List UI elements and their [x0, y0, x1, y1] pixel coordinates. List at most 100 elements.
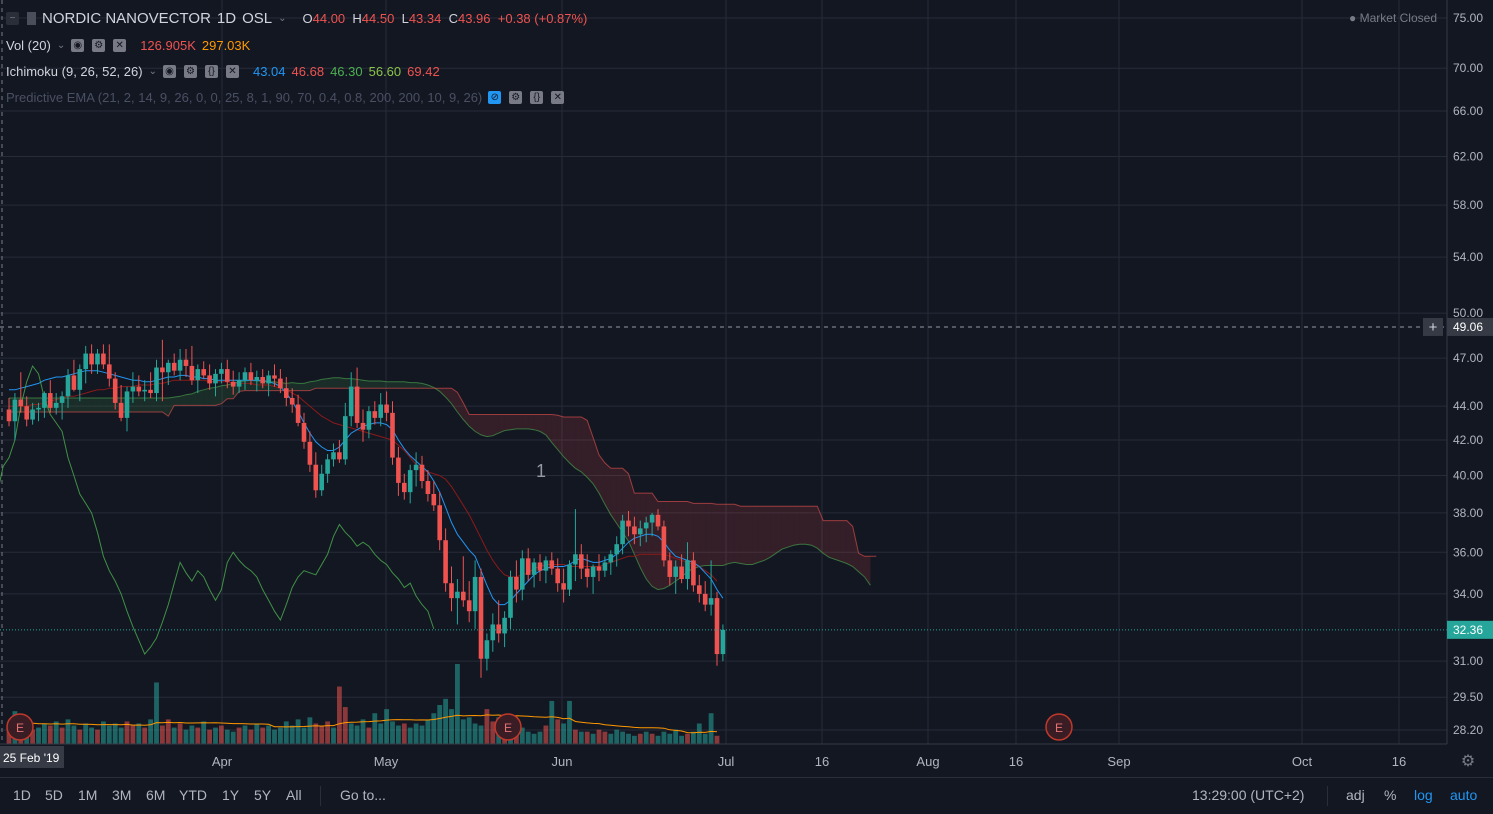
cloud-segment	[486, 414, 493, 437]
chevron-down-icon[interactable]: ⌄	[278, 13, 287, 24]
last-price-tag	[1447, 620, 1493, 639]
price-tick-label: 31.00	[1453, 654, 1483, 668]
hidden-eye-icon[interactable]: ⊘	[488, 91, 502, 104]
volume-bar	[289, 725, 295, 744]
timeframe-3m[interactable]: 3M	[112, 787, 132, 803]
candle-body	[643, 522, 649, 529]
cloud-segment	[746, 506, 753, 565]
cloud-segment	[652, 493, 658, 590]
cloud-segment	[363, 380, 369, 389]
cloud-segment	[581, 417, 588, 478]
ichimoku-legend[interactable]: Ichimoku (9, 26, 52, 26) ⌄ ◉ ⚙{} ✕ 43.04 46…	[6, 64, 440, 79]
candle-body	[254, 376, 260, 381]
earnings-marker	[494, 713, 522, 741]
timeframe-6m[interactable]: 6M	[146, 787, 166, 803]
settings-icon[interactable]: ⚙	[92, 39, 106, 52]
volume-bar	[77, 729, 83, 744]
candle-body	[425, 481, 431, 494]
market-status: ● Market Closed	[1349, 11, 1437, 25]
cloud-segment	[522, 414, 529, 429]
candle-body	[508, 576, 513, 618]
timeframe-1m[interactable]: 1M	[78, 787, 98, 803]
price-tick-label: 70.00	[1453, 61, 1483, 75]
cloud-segment	[557, 415, 564, 457]
chevron-down-icon[interactable]: ⌄	[148, 66, 157, 77]
candle-body	[95, 353, 100, 365]
collapse-icon[interactable]: −	[6, 12, 19, 25]
source-code-icon[interactable]: {}	[204, 65, 218, 78]
volume-bar	[390, 721, 395, 744]
timeframe-5d[interactable]: 5D	[45, 787, 63, 803]
volume-bar	[236, 727, 242, 744]
volume-bar	[425, 719, 431, 744]
crosshair-price-tag	[1447, 317, 1493, 336]
close-icon[interactable]: ✕	[551, 91, 565, 104]
symbol-name[interactable]: NORDIC NANOVECTOR	[42, 10, 211, 27]
volume-bar	[224, 729, 230, 744]
cloud-segment	[68, 397, 74, 412]
close-icon[interactable]: ✕	[113, 39, 127, 52]
crosshair-date-label: 25 Feb '19	[3, 751, 60, 765]
candle-body	[472, 576, 478, 612]
timeframe-1y[interactable]: 1Y	[222, 787, 240, 803]
predictive-ema-legend[interactable]: Predictive EMA (21, 2, 14, 9, 26, 0, 0, …	[6, 90, 566, 105]
cloud-segment	[91, 397, 98, 412]
chevron-down-icon[interactable]: ⌄	[56, 40, 66, 51]
candle-body	[325, 459, 330, 474]
cloud-segment	[292, 382, 299, 391]
eye-icon[interactable]: ◉	[71, 39, 85, 52]
close-icon[interactable]: ✕	[225, 65, 239, 78]
timeframe-1d[interactable]: 1D	[13, 787, 31, 803]
price-tick-label: 54.00	[1453, 250, 1483, 264]
settings-icon[interactable]: ⚙	[183, 65, 197, 78]
eye-icon[interactable]: ◉	[162, 65, 176, 78]
chart-overlay: E E E 1 +	[0, 317, 1447, 741]
log-toggle[interactable]: log	[1414, 787, 1433, 803]
volume-bar	[472, 723, 478, 744]
candle-body	[626, 520, 631, 527]
crosshair-price-label: 49.06	[1453, 320, 1483, 334]
cloud-segment	[510, 414, 517, 430]
candle-body	[53, 402, 59, 408]
source-code-icon[interactable]: {}	[530, 91, 544, 104]
percent-toggle[interactable]: %	[1384, 787, 1397, 803]
volume-bar	[213, 727, 218, 744]
candle-body	[443, 540, 448, 584]
cloud-segment	[315, 379, 322, 389]
candle-body	[83, 353, 88, 370]
time-tick-label: Aug	[916, 754, 939, 769]
timeframe-ytd[interactable]: YTD	[179, 787, 207, 803]
price-chart[interactable]: E E E 1 + 75.00 70.00 66.00 62.00 58.00 54.00 50.0…	[0, 0, 1493, 777]
volume-bar	[71, 725, 77, 744]
settings-icon[interactable]: ⚙	[1461, 751, 1475, 770]
adj-toggle[interactable]: adj	[1346, 787, 1365, 803]
go-to-button[interactable]: Go to...	[340, 787, 386, 803]
timeframe-all[interactable]: All	[286, 787, 302, 803]
settings-icon[interactable]: ⚙	[509, 91, 523, 104]
cloud-segment	[504, 414, 511, 431]
candle-body	[89, 353, 94, 365]
volume-bar	[679, 735, 684, 744]
candle-body	[567, 564, 572, 590]
candle-body	[714, 598, 720, 655]
interval-label[interactable]: 1D	[216, 10, 237, 27]
cloud-segment	[752, 506, 759, 565]
timeframe-5y[interactable]: 5Y	[254, 787, 272, 803]
clock-display[interactable]: 13:29:00 (UTC+2)	[1192, 787, 1305, 803]
cloud-segment	[687, 501, 694, 572]
volume-legend[interactable]: Vol (20) ⌄ ◉ ⚙ ✕ 126.905K 297.03K	[6, 38, 251, 53]
cloud-segment	[545, 414, 552, 443]
candlesticks	[6, 339, 726, 678]
volume-bar	[248, 729, 254, 744]
auto-toggle[interactable]: auto	[1450, 787, 1478, 803]
cloud-segment	[309, 380, 316, 391]
candle-body	[691, 560, 696, 586]
candle-body	[549, 560, 555, 569]
cloud-segment	[835, 520, 841, 562]
time-tick-label: Jun	[552, 754, 573, 769]
volume-bar	[626, 733, 631, 744]
cloud-segment	[203, 388, 210, 406]
volume-bar	[655, 735, 661, 744]
cloud-segment	[132, 397, 139, 412]
candle-body	[496, 624, 501, 634]
